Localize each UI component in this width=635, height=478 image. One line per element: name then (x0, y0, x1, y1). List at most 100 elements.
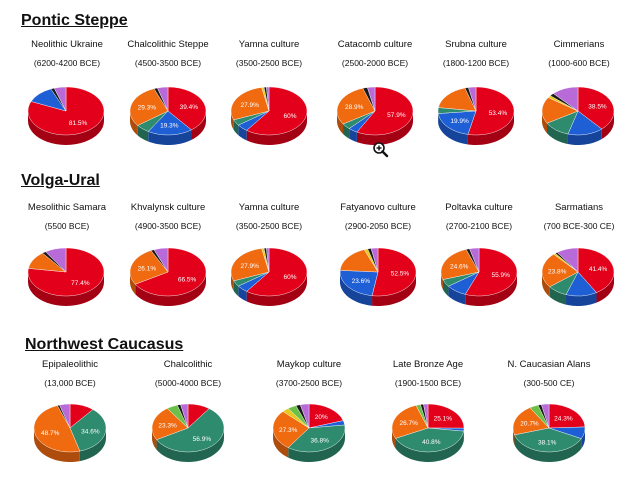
section-title-volga-ural: Volga-Ural (21, 172, 100, 189)
pie-chart: 53.4% 19.9% (437, 86, 515, 145)
pie-slice-green (69, 409, 107, 452)
pie-side-green (156, 428, 224, 462)
chart-name: Chalcolithic (163, 359, 213, 370)
pie-slice-red (371, 247, 417, 297)
chart-name: Srubna culture (445, 39, 507, 50)
pie-side-green (514, 434, 582, 462)
pie-slice-violet (423, 403, 429, 429)
pie-slice-label: 60% (283, 274, 296, 281)
pie-slice-label: 28.9% (345, 104, 364, 111)
pie-side-red (465, 272, 517, 306)
pie-slice-label: 27.3% (279, 427, 298, 434)
pie-slice-red (464, 247, 518, 297)
pie-chart: 77.4% (27, 247, 105, 306)
pie-slice-violet (266, 86, 270, 112)
pie-side-orange (542, 111, 548, 134)
pie-slice-label: 29.3% (138, 105, 157, 112)
chart-name: Neolithic Ukraine (31, 39, 103, 50)
pie-slice-label: 38.5% (588, 104, 607, 111)
pie-slice-orange (541, 254, 579, 288)
pie-side-green (442, 279, 449, 297)
chart-name: Chalcolithic Steppe (127, 39, 209, 50)
pie-slice-blue (339, 270, 379, 296)
chart-name: Epipaleolithic (42, 359, 98, 370)
chart-date: (3700-2500 BCE) (275, 378, 343, 388)
pie-slice-red (167, 86, 207, 131)
pie-side-green (343, 123, 350, 139)
pie-slice-label: 23.8% (548, 268, 567, 275)
pie-slice-orange (438, 87, 477, 112)
pie-slice-violet (367, 86, 376, 112)
pie-slice-label: 20% (315, 414, 328, 421)
chart-date: (1000-600 BCE) (548, 58, 610, 68)
section-title-northwest-caucasus: Northwest Caucasus (25, 336, 184, 353)
pie-slice-red (134, 247, 207, 297)
pie-slice-label: 26.1% (138, 266, 157, 273)
pie-slice-red (577, 247, 615, 293)
pie-side-green (233, 280, 239, 297)
pie-side-red (28, 272, 104, 306)
pie-slice-red (356, 86, 414, 136)
pie-chart: 39.4% 19.3% 29.3% (129, 86, 207, 145)
chart-date: (6200-4200 BCE) (33, 58, 101, 68)
pie-slice-orange (391, 405, 429, 439)
pie-slice-violet (153, 247, 169, 273)
pie-slice-label: 66.5% (178, 276, 197, 283)
pie-side-orange (392, 428, 396, 449)
pie-slice-label: 57.9% (387, 112, 406, 119)
chart-date: (2500-2000 BCE) (341, 58, 409, 68)
pie-side-orange (34, 428, 80, 462)
pie-side-blue (581, 428, 585, 449)
pie-slice-label: 24.3% (554, 415, 573, 422)
zoom-in-icon[interactable] (372, 141, 390, 159)
pie-slice-label: 25.1% (434, 416, 453, 423)
pie-slice-orange (440, 249, 480, 280)
pie-side-blue (340, 272, 373, 306)
pie-slice-label: 36.8% (310, 437, 329, 444)
chart-date: (1900-1500 BCE) (394, 378, 462, 388)
pie-slice-label: 27.9% (240, 263, 259, 270)
pie-chart: 34.6% 48.7% (33, 403, 107, 462)
pie-slice-orange (129, 250, 169, 285)
pie-slice-red (27, 86, 105, 136)
pie-slice-label: 81.5% (69, 120, 88, 127)
chart-date: (5500 BCE) (44, 221, 90, 231)
pie-slice-violet (53, 86, 67, 112)
chart-name: Catacomb culture (337, 39, 413, 50)
chart-name: Yamna culture (238, 39, 300, 50)
pie-slice-label: 56.9% (193, 436, 212, 443)
pie-slice-orange (230, 248, 270, 282)
pie-slice-violet (370, 247, 379, 273)
pie-slice-label: 52.5% (391, 271, 410, 278)
section-title-pontic-steppe: Pontic Steppe (21, 12, 128, 29)
chart-date: (700 BCE-300 CE) (543, 221, 615, 231)
pie-slice-violet (299, 403, 310, 429)
pie-side-blue (349, 128, 357, 143)
pie-slice-label: 27.9% (240, 102, 259, 109)
chart-date: (5000-4000 BCE) (154, 378, 222, 388)
pie-slice-violet (180, 403, 189, 429)
pie-chart: 60% 27.9% (230, 247, 308, 306)
pie-slice-violet (157, 86, 169, 112)
chart-date: (4500-3500 BCE) (134, 58, 202, 68)
pie-chart: 81.5% (27, 86, 105, 145)
pie-side-blue (448, 286, 466, 305)
pie-slice-red (27, 247, 105, 297)
pie-side-orange (130, 272, 136, 295)
chart-name: Sarmatians (554, 202, 604, 213)
pie-side-red (467, 111, 514, 145)
pie-side-red (596, 272, 614, 303)
chart-date: (3500-2500 BCE) (235, 58, 303, 68)
pie-slice-label: 77.4% (71, 280, 90, 287)
pie-side-red (191, 111, 206, 140)
pie-slice-orange (272, 411, 310, 448)
pie-slice-orange (33, 405, 81, 453)
pie-slice-label: 53.4% (489, 110, 508, 117)
pie-slice-violet (468, 86, 477, 112)
chart-name: Maykop culture (276, 359, 342, 370)
pie-slice-orange (151, 408, 189, 440)
pie-side-green (549, 286, 567, 305)
chart-name: Yamna culture (238, 202, 300, 213)
